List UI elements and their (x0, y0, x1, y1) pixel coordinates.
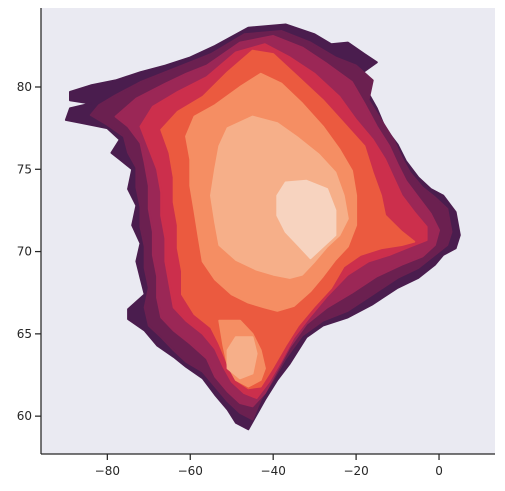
contour-level-8-region-9 (276, 179, 337, 260)
y-tick-label: 75 (17, 162, 32, 176)
y-axis-ticks: 60 65 70 75 80 (17, 80, 41, 423)
x-tick-label: −60 (178, 464, 203, 478)
x-tick-label: −20 (343, 464, 368, 478)
y-tick-label: 80 (17, 80, 32, 94)
contour-layer (64, 23, 461, 431)
y-tick-label: 60 (17, 409, 32, 423)
contour-level-7-region-8 (226, 336, 258, 380)
y-tick-label: 65 (17, 327, 32, 341)
x-tick-label: −40 (261, 464, 286, 478)
y-tick-label: 70 (17, 245, 32, 259)
x-tick-label: −80 (95, 464, 120, 478)
x-tick-label: 0 (435, 464, 443, 478)
x-axis-ticks: −80 −60 −40 −20 0 (95, 454, 443, 478)
